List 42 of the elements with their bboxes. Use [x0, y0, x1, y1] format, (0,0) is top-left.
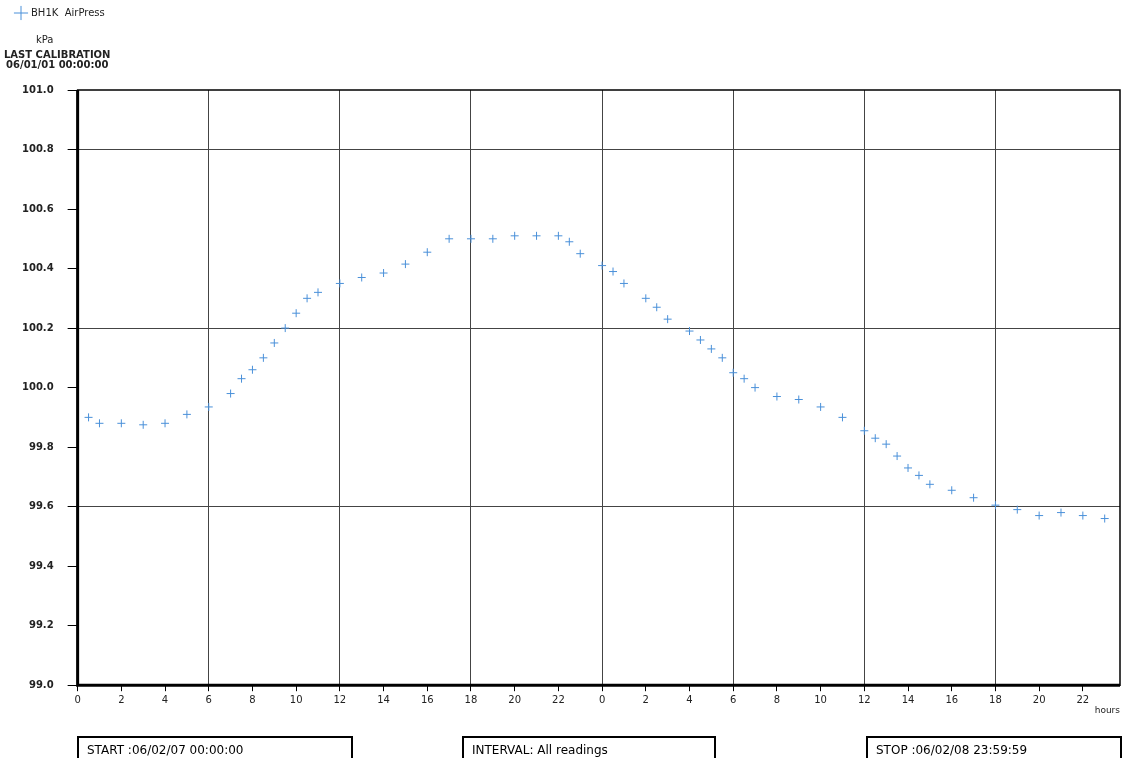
x-tick-label: 22 [1076, 693, 1090, 705]
x-tick-label: 4 [686, 693, 693, 705]
x-tick-label: 20 [508, 693, 522, 705]
y-tick-label: 101.0 [21, 83, 54, 95]
x-axis-title: hours [1094, 704, 1121, 715]
x-tick-label: 22 [552, 693, 565, 705]
x-tick-label: 14 [901, 693, 915, 705]
x-tick-label: 20 [1032, 693, 1046, 705]
x-tick-label: 0 [74, 693, 81, 705]
legend-label: BH1K AirPress [31, 6, 105, 18]
y-tick-label: 99.2 [28, 619, 54, 631]
x-tick-label: 12 [857, 693, 871, 705]
x-tick-label: 18 [464, 693, 478, 705]
x-tick-label: 8 [249, 693, 256, 705]
x-tick-label: 12 [333, 693, 347, 705]
x-tick-label: 18 [989, 693, 1002, 705]
y-tick-label: 99.6 [28, 500, 54, 512]
x-tick-label: 16 [945, 693, 959, 705]
y-tick-label: 100.2 [21, 321, 54, 333]
x-tick-label: 8 [773, 693, 781, 705]
y-tick-label: 100.8 [21, 143, 54, 155]
text: INTERVAL: All readings [462, 736, 716, 758]
x-tick-label: 2 [642, 693, 649, 705]
y-tick-label: 100.6 [21, 202, 54, 214]
x-tick-label: 6 [730, 693, 737, 705]
x-tick-label: 10 [814, 693, 827, 705]
text: LAST CALIBRATION 06/01/01 00:00:00 [4, 49, 111, 70]
y-tick-label: 99.4 [28, 559, 54, 571]
text: START :06/02/07 00:00:00 [77, 736, 353, 758]
text: STOP :06/02/08 23:59:59 [866, 736, 1122, 758]
x-tick-label: 4 [161, 693, 169, 705]
x-tick-label: 6 [205, 693, 212, 705]
x-tick-label: 16 [420, 693, 434, 705]
y-axis-title: kPa [36, 34, 54, 45]
y-tick-label: 100.0 [21, 381, 54, 393]
x-tick-label: 10 [289, 693, 303, 705]
y-tick-label: 99.0 [28, 678, 54, 690]
x-tick-label: 14 [377, 693, 390, 705]
x-tick-label: 2 [118, 693, 125, 705]
x-tick-label: 0 [598, 693, 606, 705]
y-tick-label: 100.4 [21, 262, 54, 274]
y-tick-label: 99.8 [28, 440, 54, 452]
